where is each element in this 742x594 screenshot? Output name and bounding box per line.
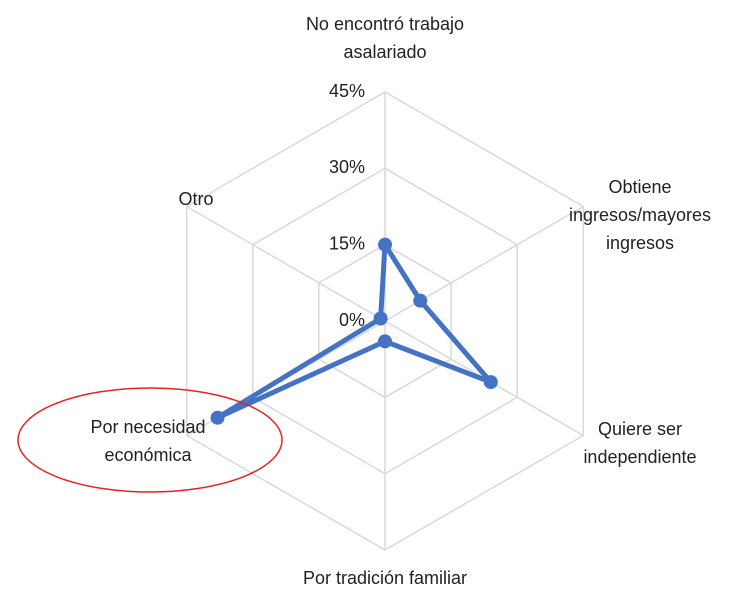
data-point bbox=[413, 293, 428, 308]
category-label: Por tradición familiar bbox=[302, 568, 468, 588]
series-line bbox=[215, 242, 494, 421]
axis-spoke bbox=[186, 205, 386, 322]
r-tick-label: 45% bbox=[329, 81, 365, 101]
category-label: Por necesidad económica bbox=[90, 417, 206, 465]
data-point bbox=[378, 237, 392, 252]
category-label: Otro bbox=[178, 189, 214, 209]
data-point bbox=[373, 311, 388, 326]
r-tick-label: 30% bbox=[329, 157, 365, 177]
data-point bbox=[378, 334, 392, 349]
category-label: Quiere ser independiente bbox=[583, 419, 697, 467]
category-label: No encontró trabajo asalariado bbox=[305, 14, 465, 62]
data-point bbox=[210, 410, 225, 425]
data-point bbox=[483, 375, 498, 390]
r-tick-label: 15% bbox=[329, 233, 365, 253]
r-tick-label: 0% bbox=[339, 310, 365, 330]
highlight-ellipse bbox=[17, 387, 283, 493]
category-label: Obtiene ingresos/mayores ingresos bbox=[568, 177, 712, 253]
